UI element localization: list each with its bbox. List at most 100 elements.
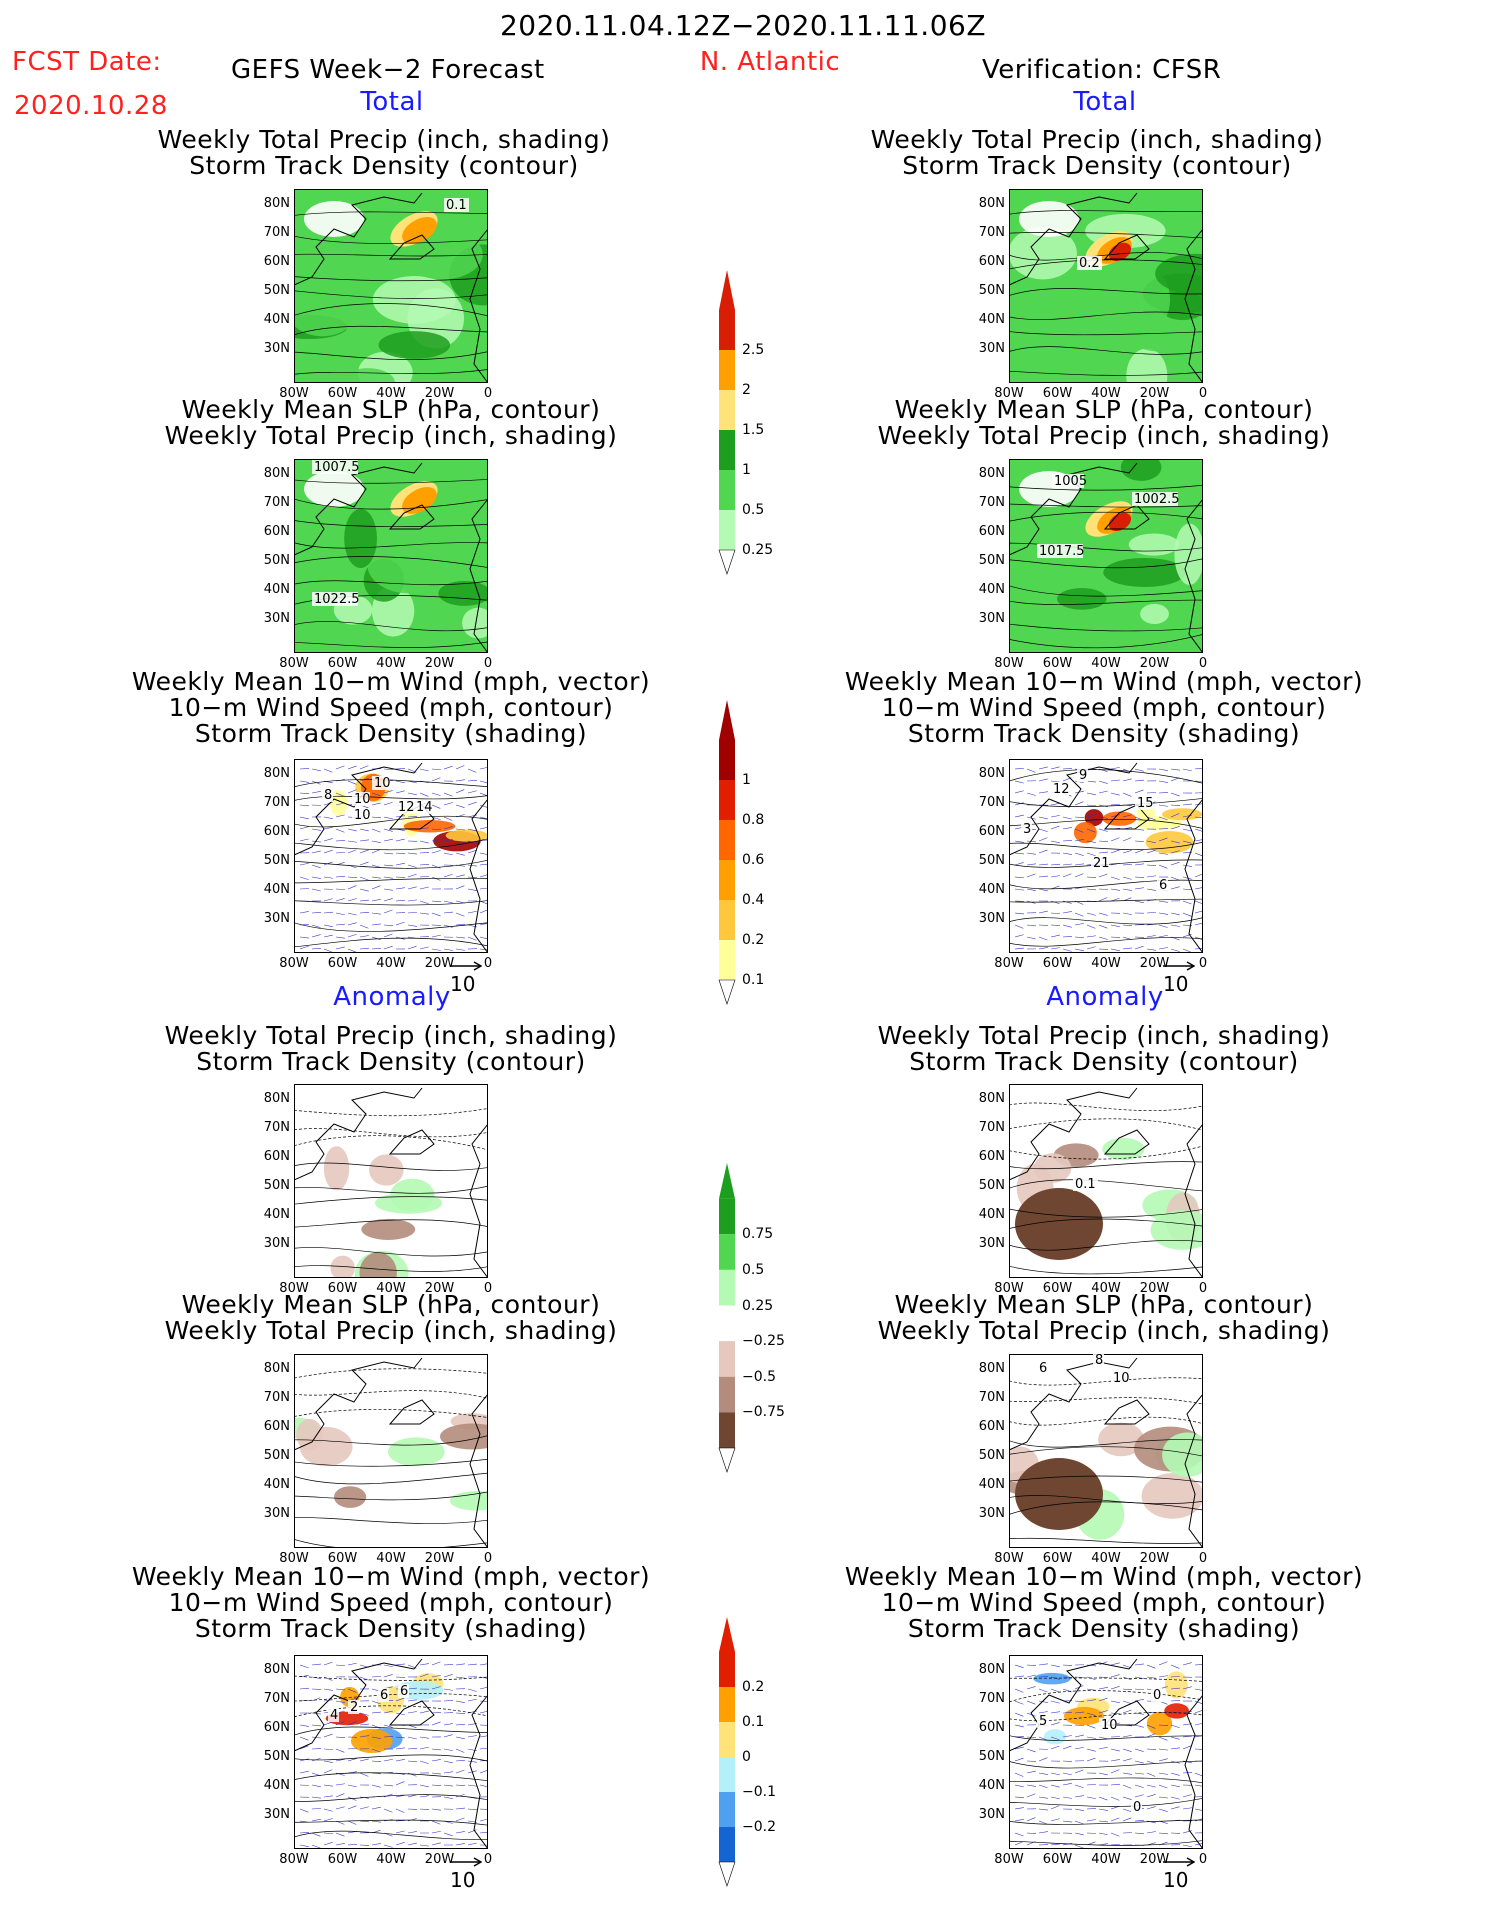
wind-vector <box>1110 924 1120 927</box>
wind-vector <box>467 828 477 832</box>
wind-vector <box>1038 1757 1048 1762</box>
wind-vector <box>1026 1793 1036 1798</box>
wind-vector <box>1014 852 1024 855</box>
wind-vector <box>335 1806 345 1810</box>
wind-vector <box>299 792 309 794</box>
contour-line <box>294 937 488 948</box>
title-line-1: Weekly Total Precip (inch, shading) <box>157 125 611 154</box>
wind-vector <box>1134 1748 1144 1752</box>
colorbar-tick-label: 0.25 <box>742 1297 774 1314</box>
wind-vector <box>383 838 393 842</box>
wind-vector <box>1074 828 1084 833</box>
anomaly-area <box>1033 1153 1072 1183</box>
wind-vector <box>359 924 369 929</box>
wind-vector <box>1146 1806 1156 1810</box>
contour-label: 0 <box>1151 1688 1162 1703</box>
wind-vector <box>371 1843 381 1846</box>
wind-vector <box>1026 1817 1036 1822</box>
wind-vector <box>407 1736 417 1740</box>
wind-vector <box>371 912 381 915</box>
wind-vector <box>1074 816 1084 819</box>
wind-vector <box>1122 1688 1132 1691</box>
contour-label-bg <box>1132 492 1178 506</box>
wind-vector <box>311 934 321 938</box>
contour-label-text: 14 <box>416 800 433 815</box>
wind-vector <box>467 1688 477 1692</box>
wind-vector <box>371 936 381 940</box>
wind-vector <box>1086 1736 1096 1739</box>
wind-vector <box>1074 948 1084 952</box>
wind-vector <box>1122 1784 1132 1789</box>
coastline-north-america <box>1009 1357 1138 1451</box>
wind-vector <box>1182 948 1192 953</box>
panel-r6-title: Weekly Mean 10−m Wind (mph, vector) 10−m… <box>845 1564 1363 1642</box>
map-graphic: 1007.5 1022.5 <box>294 459 488 653</box>
anomaly-area <box>323 1146 350 1191</box>
wind-vector <box>1038 778 1048 782</box>
lon-tick-label: 0 <box>483 956 493 971</box>
contour-line <box>294 351 488 360</box>
wind-vector <box>395 1794 405 1798</box>
wind-vector <box>311 888 321 892</box>
map-graphic: 9 12 15 21 6 3 <box>1009 759 1203 953</box>
wind-vector <box>1074 1784 1084 1789</box>
wind-vector <box>1098 1736 1108 1740</box>
wind-vector <box>1086 1796 1096 1799</box>
contour-line <box>294 253 488 257</box>
wind-vector <box>1098 1808 1108 1811</box>
wind-vector <box>371 816 381 819</box>
wind-vector <box>1026 863 1036 866</box>
wind-vector <box>443 765 453 770</box>
wind-vector <box>299 876 309 880</box>
contour-line <box>1009 1840 1203 1846</box>
wind-vector <box>1158 1808 1168 1812</box>
wind-vector <box>1098 828 1108 832</box>
track-density-area <box>1145 831 1194 854</box>
lon-tick-label: 80W <box>279 956 309 971</box>
wind-vector <box>443 802 453 806</box>
coastline-iceland <box>388 234 435 260</box>
wind-vector <box>383 945 393 950</box>
lat-tick-label: 70N <box>978 1120 1005 1135</box>
wind-vector <box>1134 840 1144 842</box>
vector-ref-r6: 10 <box>1163 1856 1195 1892</box>
contour-label-bg <box>372 776 390 790</box>
contour-line <box>1009 1537 1203 1544</box>
wind-vector <box>1038 1820 1048 1825</box>
map-frame <box>294 189 488 383</box>
colorbar-swatch <box>719 940 735 980</box>
wind-vector <box>323 826 333 830</box>
wind-vector <box>1158 864 1168 869</box>
wind-vector <box>1146 935 1156 938</box>
wind-vector <box>1158 780 1168 783</box>
title-line-2: Weekly Total Precip (inch, shading) <box>877 421 1331 450</box>
wind-vector <box>419 840 429 844</box>
wind-vector <box>335 946 345 950</box>
lat-tick-label: 40N <box>263 312 290 327</box>
heavy-precip-area <box>1108 242 1132 262</box>
wind-vector <box>1110 948 1120 952</box>
contour-label-bg <box>378 1688 389 1702</box>
lon-tick-label: 60W <box>327 386 358 401</box>
anomaly-area <box>359 1252 397 1278</box>
wind-vector <box>1146 1724 1156 1729</box>
wind-vector <box>1134 945 1144 950</box>
wind-vector <box>1146 864 1156 866</box>
wind-vector <box>467 1808 477 1811</box>
wind-vector <box>455 779 465 782</box>
wind-vector <box>455 1807 465 1810</box>
wind-vector <box>335 765 345 770</box>
wind-vector <box>455 1769 465 1774</box>
title-line-2: 10−m Wind Speed (mph, contour) <box>168 1588 614 1617</box>
wind-vector <box>299 1770 309 1774</box>
contour-label-bg <box>348 1700 359 1714</box>
wind-vector <box>1158 837 1168 842</box>
wind-vector <box>1170 813 1180 818</box>
wind-vector <box>1074 852 1084 856</box>
contour-label-text: 12 <box>398 800 415 815</box>
lon-tick-label: 40W <box>376 1551 406 1566</box>
lon-tick-label: 80W <box>994 1551 1024 1566</box>
wind-vector <box>455 840 465 843</box>
lat-tick-label: 80N <box>263 1361 290 1376</box>
wind-vector <box>1062 936 1072 938</box>
